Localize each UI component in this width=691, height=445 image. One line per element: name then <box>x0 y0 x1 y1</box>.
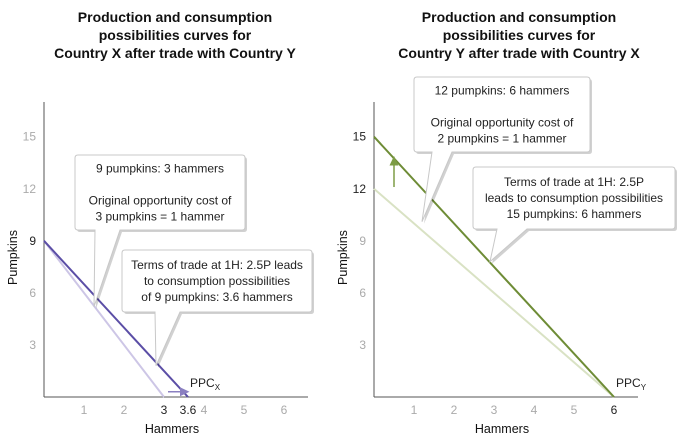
y-tick-label: 3 <box>359 338 366 352</box>
x-tick-label: 1 <box>411 403 418 417</box>
x-tick-label: 3.6 <box>180 403 197 417</box>
consumption-possibilities-line <box>373 136 615 398</box>
callout-1: 9 pumpkins: 3 hammers Original opportunit… <box>74 154 247 309</box>
y-tick-label: 9 <box>359 234 366 248</box>
x-tick-label: 2 <box>451 403 458 417</box>
callout-text-line: 9 pumpkins: 3 hammers <box>96 162 224 176</box>
chart-title-left: Production and consumption possibilities… <box>10 8 340 62</box>
chart-title-right-line-2: possibilities curves for <box>442 27 596 43</box>
chart-title-right-line-3: Country Y after trade with Country X <box>398 45 640 61</box>
x-axis-title: Hammers <box>475 422 529 436</box>
callout-box <box>74 154 246 307</box>
callout-text-line: Terms of trade at 1H: 2.5P <box>504 175 644 189</box>
callout-text-line: to consumption possibilities <box>144 274 290 288</box>
callout-text-line: of 9 pumpkins: 3.6 hammers <box>141 290 292 304</box>
callout-text-line: 2 pumpkins = 1 hammer <box>437 132 566 146</box>
y-tick-label: 6 <box>359 286 366 300</box>
x-tick-label: 6 <box>281 403 288 417</box>
y-tick-label: 3 <box>29 338 36 352</box>
ppc-label: PPCY <box>616 376 647 392</box>
chart-title-left-line-1: Production and consumption <box>77 9 273 25</box>
chart-title-right-line-1: Production and consumption <box>421 9 617 25</box>
callout-box <box>413 76 591 222</box>
x-tick-label: 5 <box>571 403 578 417</box>
callout-1: 12 pumpkins: 6 hammers Original opportuni… <box>413 76 592 224</box>
chart-title-right: Production and consumption possibilities… <box>354 8 684 62</box>
shift-arrow-head <box>389 156 399 166</box>
ppc-label: PPCX <box>190 376 221 392</box>
chart-title-left-line-2: possibilities curves for <box>98 27 252 43</box>
callout-2: Terms of trade at 1H: 2.5P leads to consu… <box>472 166 677 264</box>
callout-2: Terms of trade at 1H: 2.5P leads to consu… <box>121 249 314 368</box>
production-possibilities-line <box>43 240 165 398</box>
x-tick-label: 3 <box>491 403 498 417</box>
y-tick-label: 12 <box>23 182 37 196</box>
x-tick-label: 6 <box>611 403 618 417</box>
y-tick-label: 15 <box>353 130 367 144</box>
x-tick-label: 4 <box>201 403 208 417</box>
y-tick-label: 9 <box>29 234 36 248</box>
x-tick-label: 3 <box>161 403 168 417</box>
callout-text-line: Terms of trade at 1H: 2.5P leads <box>131 258 303 272</box>
y-tick-label: 6 <box>29 286 36 300</box>
callout-text-line: leads to consumption possibilities <box>485 191 663 205</box>
x-tick-label: 1 <box>81 403 88 417</box>
ppc-label-subscript: X <box>215 383 221 392</box>
callout-text-line: 12 pumpkins: 6 hammers <box>435 84 570 98</box>
chart-title-left-line-3: Country X after trade with Country Y <box>54 45 296 61</box>
callout-text-line: 3 pumpkins = 1 hammer <box>95 210 224 224</box>
y-tick-label: 15 <box>23 130 37 144</box>
x-axis-title: Hammers <box>145 422 199 436</box>
callout-box <box>121 249 313 366</box>
y-axis-title: Pumpkins <box>336 230 350 285</box>
y-axis-title: Pumpkins <box>6 230 20 285</box>
callout-text-line: Original opportunity cost of <box>89 194 232 208</box>
callout-text-line: 15 pumpkins: 6 hammers <box>507 207 642 221</box>
x-tick-label: 2 <box>121 403 128 417</box>
ppc-label-subscript: Y <box>641 383 647 392</box>
production-possibilities-line <box>373 188 615 398</box>
y-tick-label: 12 <box>353 182 367 196</box>
callout-text-line: Original opportunity cost of <box>431 116 574 130</box>
shift-arrow-head <box>180 387 190 397</box>
x-tick-label: 5 <box>241 403 248 417</box>
callout-box <box>472 166 676 264</box>
x-tick-label: 4 <box>531 403 538 417</box>
consumption-possibilities-line <box>43 240 189 398</box>
